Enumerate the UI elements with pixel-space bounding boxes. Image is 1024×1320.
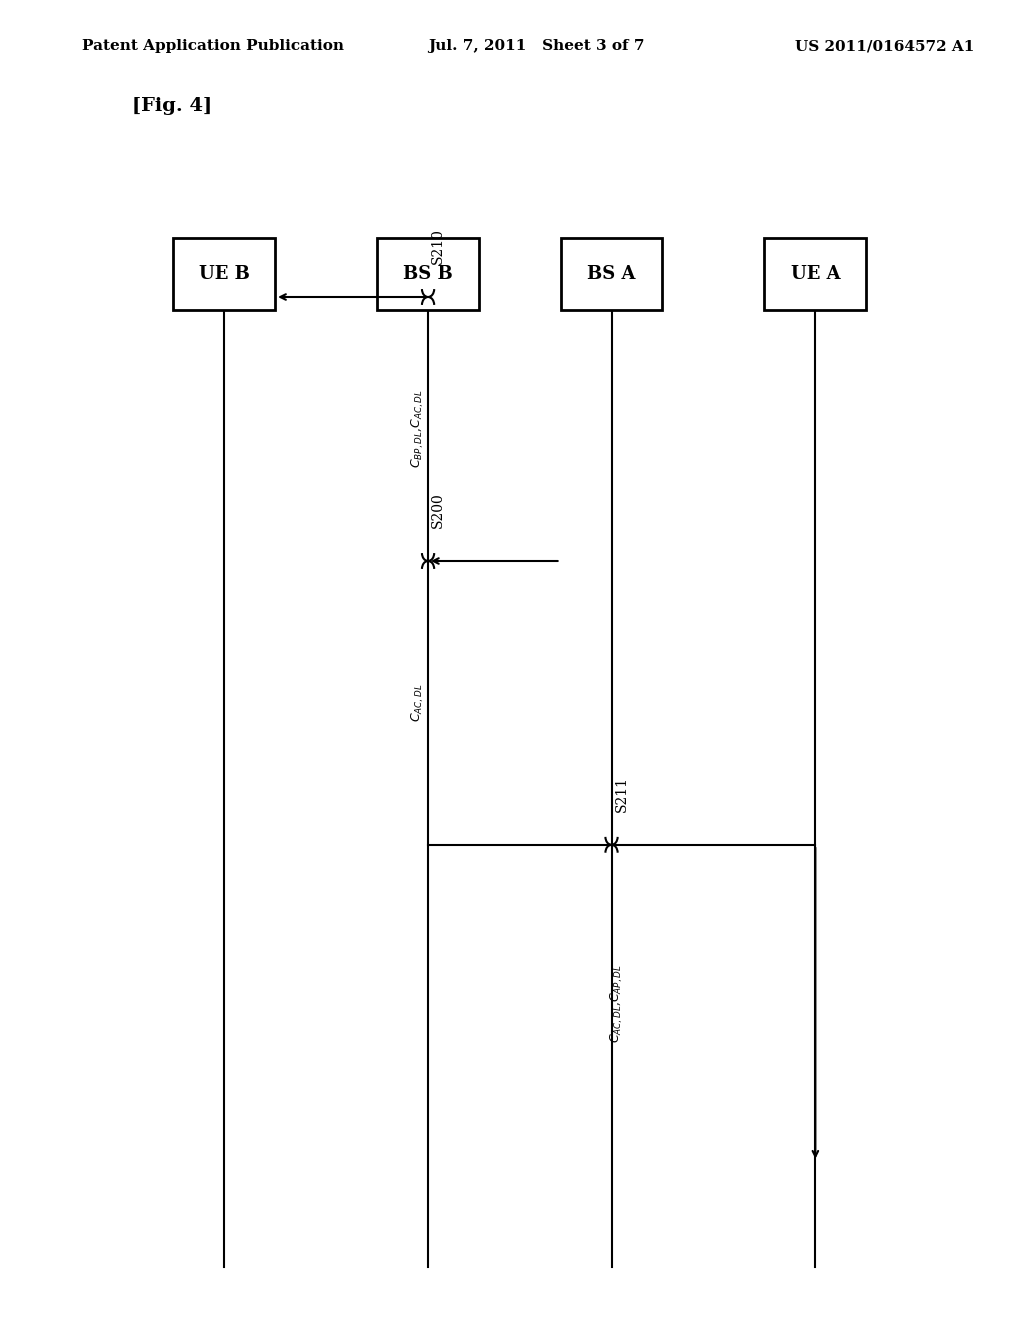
Text: Jul. 7, 2011   Sheet 3 of 7: Jul. 7, 2011 Sheet 3 of 7 <box>428 40 644 53</box>
Text: BS A: BS A <box>588 265 636 282</box>
Text: UE B: UE B <box>199 265 250 282</box>
Text: $C_{BP,DL}$,$C_{AC,DL}$: $C_{BP,DL}$,$C_{AC,DL}$ <box>410 389 426 469</box>
Text: US 2011/0164572 A1: US 2011/0164572 A1 <box>795 40 975 53</box>
FancyBboxPatch shape <box>764 238 866 310</box>
FancyBboxPatch shape <box>173 238 275 310</box>
Text: S200: S200 <box>431 492 445 528</box>
Text: BS B: BS B <box>403 265 453 282</box>
Text: S211: S211 <box>614 776 629 812</box>
Text: $C_{AC,DL}$: $C_{AC,DL}$ <box>410 684 426 722</box>
FancyBboxPatch shape <box>560 238 663 310</box>
Text: S210: S210 <box>431 228 445 264</box>
Text: [Fig. 4]: [Fig. 4] <box>132 96 213 115</box>
FancyBboxPatch shape <box>377 238 479 310</box>
Text: UE A: UE A <box>791 265 840 282</box>
Text: $C_{AC,DL}$,$C_{AP,DL}$: $C_{AC,DL}$,$C_{AP,DL}$ <box>608 964 625 1043</box>
Text: Patent Application Publication: Patent Application Publication <box>82 40 343 53</box>
